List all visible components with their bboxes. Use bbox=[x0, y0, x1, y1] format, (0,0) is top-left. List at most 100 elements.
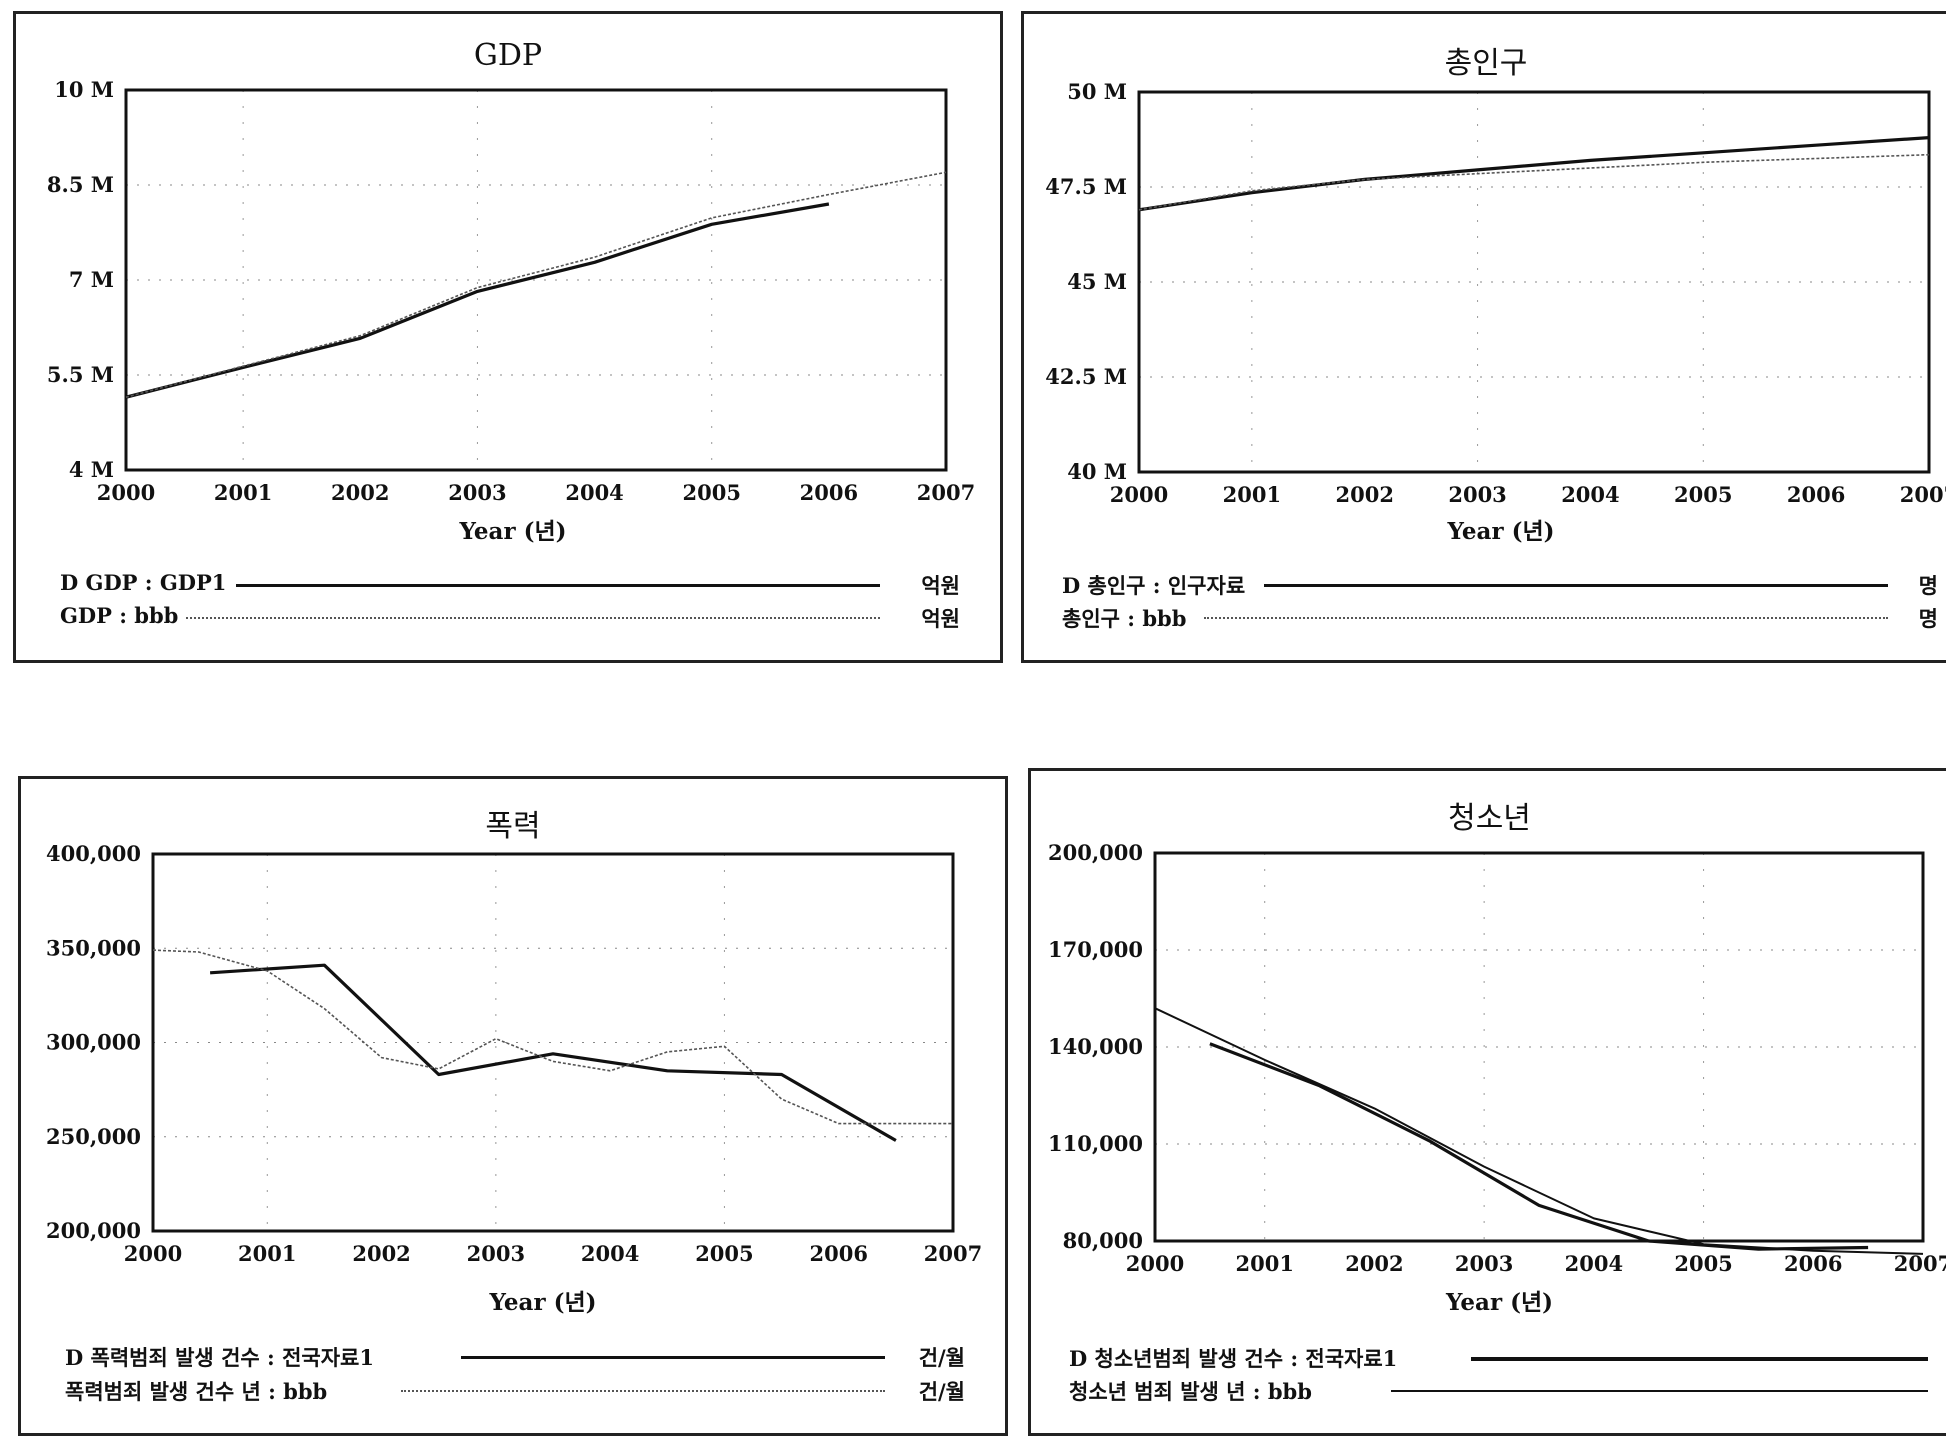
y-tick-label: 42.5 M bbox=[1045, 364, 1127, 389]
x-tick-label: 2003 bbox=[1448, 482, 1506, 507]
legend-label: D 총인구 : 인구자료 bbox=[1062, 570, 1254, 600]
y-tick-label: 8.5 M bbox=[47, 172, 114, 197]
legend-line bbox=[186, 617, 880, 619]
legend-label: 총인구 : bbb bbox=[1062, 603, 1195, 633]
legend-line bbox=[461, 1356, 885, 1359]
chart-plot: 4 M 5.5 M 7 M 8.5 M 10 M 2000 2001 2002 2003 2004… bbox=[47, 77, 975, 505]
legend-entry: D 청소년범죄 발생 건수 : 전국자료1 bbox=[1031, 1343, 1946, 1373]
x-tick-label: 2006 bbox=[1784, 1251, 1842, 1276]
legend-unit: 억원 bbox=[913, 603, 960, 633]
legend-line bbox=[401, 1390, 885, 1392]
chart-plot: 80,000 110,000 140,000 170,000 200,000 2000 20… bbox=[1048, 840, 1946, 1276]
x-tick-label: 2003 bbox=[467, 1241, 525, 1266]
legend-line bbox=[236, 584, 880, 587]
legend-unit: 건/월 bbox=[910, 1376, 965, 1406]
x-axis-label: Year (년) bbox=[459, 518, 567, 545]
y-tick-label: 4 M bbox=[69, 457, 114, 482]
x-tick-label: 2002 bbox=[331, 480, 389, 505]
x-tick-label: 2003 bbox=[1455, 1251, 1513, 1276]
x-tick-label: 2007 bbox=[924, 1241, 982, 1266]
x-axis-label: Year (년) bbox=[1447, 518, 1555, 545]
y-tick-label: 80,000 bbox=[1063, 1228, 1143, 1253]
x-tick-label: 2006 bbox=[800, 480, 858, 505]
legend-label: 청소년 범죄 발생 년 : bbb bbox=[1069, 1376, 1320, 1406]
x-tick-label: 2001 bbox=[1223, 482, 1281, 507]
x-tick-label: 2004 bbox=[1561, 482, 1619, 507]
chart-plot: 40 M 42.5 M 45 M 47.5 M 50 M 2000 2001 2002 2003… bbox=[1045, 79, 1946, 507]
legend-entry: GDP : bbb 억원 bbox=[16, 603, 1000, 633]
series-line-1 bbox=[1154, 1007, 1924, 1255]
y-tick-label: 5.5 M bbox=[47, 362, 114, 387]
y-tick-label: 50 M bbox=[1067, 79, 1127, 104]
plot-frame bbox=[1153, 851, 1925, 1243]
x-axis-label: Year (년) bbox=[1445, 1289, 1553, 1316]
x-tick-label: 2007 bbox=[1894, 1251, 1946, 1276]
legend-unit: 명 bbox=[1910, 603, 1938, 633]
y-tick-label: 140,000 bbox=[1048, 1034, 1143, 1059]
y-tick-label: 7 M bbox=[69, 267, 114, 292]
legend-unit: 건/월 bbox=[910, 1342, 965, 1372]
x-tick-label: 2004 bbox=[1565, 1251, 1623, 1276]
chart-title: 총인구 bbox=[1444, 46, 1528, 81]
legend-line bbox=[1391, 1390, 1928, 1392]
x-tick-label: 2001 bbox=[214, 480, 272, 505]
y-tick-label: 350,000 bbox=[46, 935, 141, 960]
chart-title: 청소년 bbox=[1448, 801, 1531, 836]
x-tick-label: 2005 bbox=[695, 1241, 753, 1266]
x-tick-label: 2007 bbox=[917, 480, 975, 505]
legend-label: D GDP : GDP1 bbox=[60, 570, 235, 595]
x-tick-label: 2000 bbox=[1110, 482, 1168, 507]
y-tick-label: 110,000 bbox=[1048, 1131, 1143, 1156]
x-tick-label: 2000 bbox=[124, 1241, 182, 1266]
x-tick-label: 2002 bbox=[352, 1241, 410, 1266]
series-line-1 bbox=[125, 171, 947, 398]
series-line-1 bbox=[1138, 153, 1930, 211]
legend-label: D 폭력범죄 발생 건수 : 전국자료1 bbox=[65, 1342, 382, 1372]
legend-entry: 폭력범죄 발생 건수 년 : bbb 건/월 bbox=[21, 1376, 1005, 1406]
y-tick-label: 47.5 M bbox=[1045, 174, 1127, 199]
x-tick-label: 2005 bbox=[682, 480, 740, 505]
chart-title: 폭력 bbox=[485, 809, 541, 844]
y-tick-label: 170,000 bbox=[1048, 937, 1143, 962]
series-line-1 bbox=[152, 949, 953, 1125]
x-tick-label: 2004 bbox=[581, 1241, 639, 1266]
y-tick-label: 200,000 bbox=[1048, 840, 1143, 865]
series-line-0 bbox=[1209, 1042, 1869, 1251]
y-tick-label: 45 M bbox=[1067, 269, 1127, 294]
legend-entry: 총인구 : bbb 명 bbox=[1024, 603, 1946, 633]
x-tick-label: 2001 bbox=[1235, 1251, 1293, 1276]
x-tick-label: 2002 bbox=[1345, 1251, 1403, 1276]
series-line-0 bbox=[125, 202, 830, 399]
series-line-0 bbox=[1138, 136, 1930, 212]
chart-panel-violence: 폭력 200,000 250,000 300,000 350,000 400,000 20… bbox=[18, 776, 1008, 1436]
x-tick-label: 2000 bbox=[97, 480, 155, 505]
legend-unit: 명 bbox=[1910, 570, 1938, 600]
plot-frame bbox=[151, 852, 955, 1233]
y-tick-label: 200,000 bbox=[46, 1218, 141, 1243]
x-tick-label: 2006 bbox=[809, 1241, 867, 1266]
x-tick-label: 2005 bbox=[1674, 1251, 1732, 1276]
legend-entry: D GDP : GDP1 억원 bbox=[16, 570, 1000, 600]
legend-unit: 억원 bbox=[913, 570, 960, 600]
x-tick-label: 2006 bbox=[1787, 482, 1845, 507]
chart-title: GDP bbox=[473, 38, 543, 73]
plot-frame bbox=[124, 88, 948, 472]
y-tick-label: 10 M bbox=[54, 77, 114, 102]
legend-line bbox=[1264, 584, 1888, 587]
y-tick-label: 400,000 bbox=[46, 841, 141, 866]
legend-entry: 청소년 범죄 발생 년 : bbb bbox=[1031, 1376, 1946, 1406]
legend-entry: D 폭력범죄 발생 건수 : 전국자료1 건/월 bbox=[21, 1342, 1005, 1372]
legend-label: 폭력범죄 발생 건수 년 : bbb bbox=[65, 1376, 336, 1406]
x-tick-label: 2003 bbox=[448, 480, 506, 505]
plot-frame bbox=[1137, 90, 1931, 474]
chart-plot: 200,000 250,000 300,000 350,000 400,000 2000 2… bbox=[46, 841, 982, 1266]
legend-line bbox=[1471, 1357, 1928, 1361]
chart-panel-population: 총인구 40 M 42.5 M 45 M 47.5 M 50 M 2000 2001 2002… bbox=[1021, 11, 1946, 663]
x-tick-label: 2001 bbox=[238, 1241, 296, 1266]
x-tick-label: 2005 bbox=[1674, 482, 1732, 507]
x-tick-label: 2007 bbox=[1900, 482, 1946, 507]
x-tick-label: 2004 bbox=[565, 480, 623, 505]
x-axis-label: Year (년) bbox=[489, 1289, 597, 1316]
legend-label: D 청소년범죄 발생 건수 : 전국자료1 bbox=[1069, 1343, 1406, 1373]
legend-line bbox=[1204, 617, 1888, 619]
